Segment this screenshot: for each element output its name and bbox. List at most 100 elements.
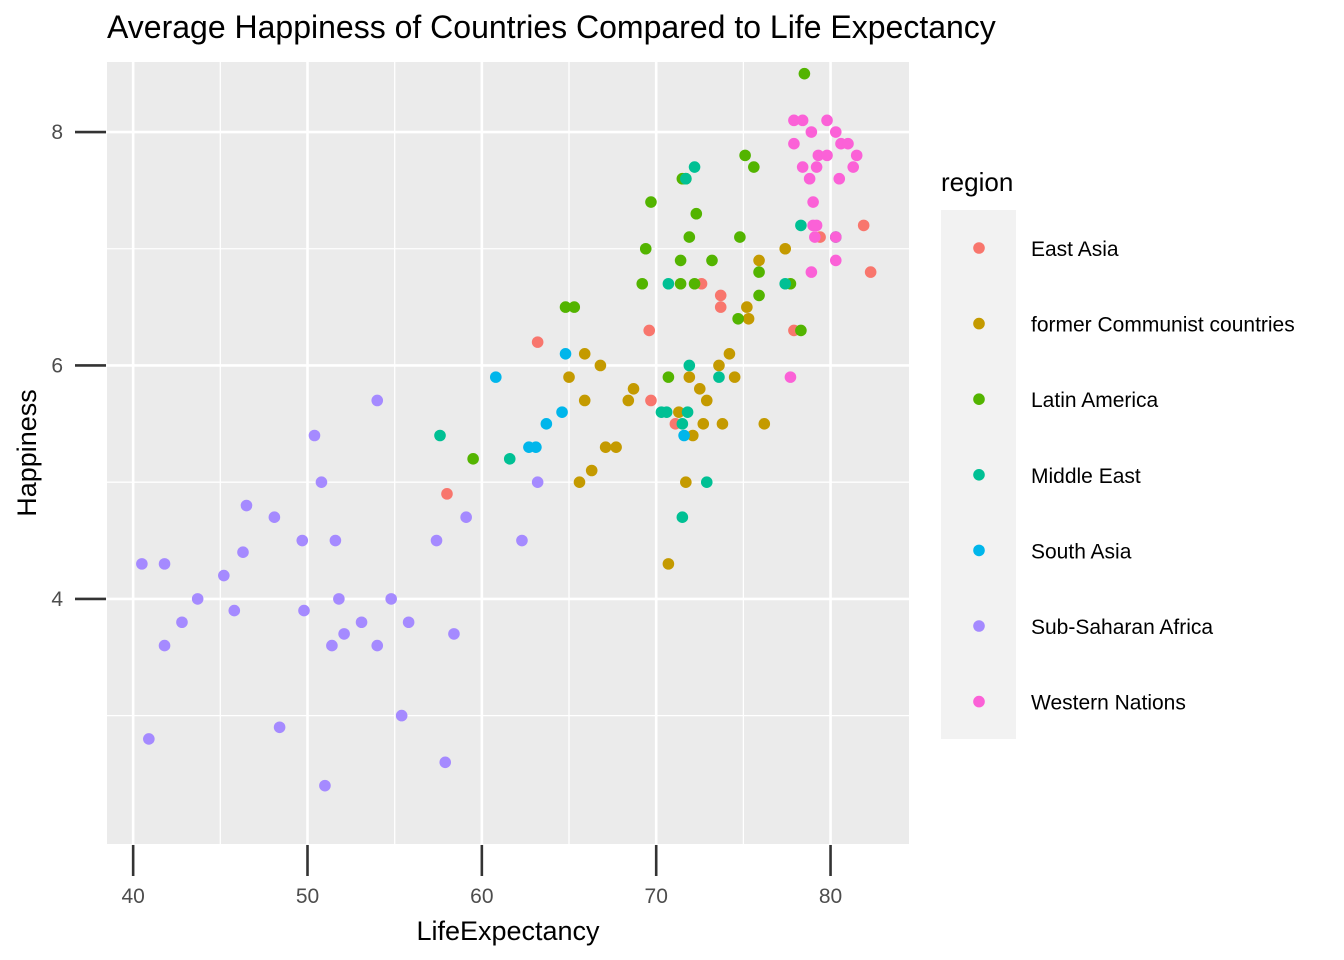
data-point xyxy=(326,639,338,652)
x-tick-label: 80 xyxy=(819,885,842,908)
data-point xyxy=(753,289,765,302)
data-point xyxy=(610,441,622,453)
data-point xyxy=(296,534,309,547)
data-point xyxy=(467,453,479,465)
y-tick-label: 8 xyxy=(51,121,63,144)
data-point xyxy=(833,172,846,185)
data-point xyxy=(371,394,384,407)
data-point xyxy=(798,67,811,80)
data-point xyxy=(732,312,744,325)
data-point xyxy=(158,639,171,652)
data-point xyxy=(676,418,689,430)
data-point xyxy=(540,418,553,430)
data-point xyxy=(136,558,148,570)
data-point xyxy=(796,161,809,173)
data-point xyxy=(779,242,792,255)
data-point xyxy=(807,196,819,208)
data-point xyxy=(688,277,701,290)
data-point xyxy=(573,476,586,488)
data-point xyxy=(784,371,797,383)
y-tick-label: 6 xyxy=(51,354,63,377)
data-point xyxy=(559,301,572,313)
data-point xyxy=(578,347,591,360)
legend-key xyxy=(973,242,985,254)
data-point xyxy=(662,371,675,383)
legend-title: region xyxy=(941,167,1013,197)
data-point xyxy=(693,383,706,395)
data-point xyxy=(338,628,350,640)
data-point xyxy=(355,616,368,629)
data-point xyxy=(739,149,751,162)
data-point xyxy=(847,161,860,173)
data-point xyxy=(728,371,741,383)
data-point xyxy=(568,301,581,313)
data-point xyxy=(385,593,397,605)
data-point xyxy=(662,277,675,290)
legend: region East Asia former Communist countri… xyxy=(941,167,1295,739)
legend-key xyxy=(973,544,985,557)
data-point xyxy=(795,324,807,337)
data-point xyxy=(779,277,792,290)
legend-label: Sub-Saharan Africa xyxy=(1031,616,1213,639)
data-point xyxy=(753,266,765,278)
data-point xyxy=(673,406,685,418)
data-point xyxy=(734,231,746,243)
grid-lines xyxy=(107,62,909,844)
data-point xyxy=(748,161,760,173)
x-tick-label: 50 xyxy=(296,885,319,908)
data-point xyxy=(237,546,249,559)
data-point xyxy=(622,394,635,407)
data-point xyxy=(448,628,460,640)
x-axis-title: LifeExpectancy xyxy=(416,916,600,946)
data-point xyxy=(578,394,591,407)
data-point xyxy=(371,639,384,652)
data-point xyxy=(402,616,415,629)
data-point xyxy=(683,371,696,383)
data-point xyxy=(714,301,727,313)
data-point xyxy=(531,476,544,488)
data-point xyxy=(585,464,598,477)
x-tick-label: 60 xyxy=(470,885,493,908)
data-point xyxy=(395,709,408,722)
data-point xyxy=(503,453,516,465)
data-point xyxy=(674,254,687,267)
data-point xyxy=(627,383,640,395)
data-point xyxy=(795,219,807,232)
data-point xyxy=(681,406,694,418)
data-point xyxy=(683,231,696,243)
plot-panel xyxy=(107,62,909,844)
data-point xyxy=(176,616,188,629)
data-point xyxy=(829,254,842,267)
y-axis-title: Happiness xyxy=(12,389,42,517)
data-point xyxy=(753,254,765,267)
data-point xyxy=(713,359,725,372)
legend-label: East Asia xyxy=(1031,238,1119,261)
data-point xyxy=(530,441,542,453)
legend-label: South Asia xyxy=(1031,540,1132,563)
data-point xyxy=(788,114,800,127)
data-point xyxy=(434,429,446,442)
data-point xyxy=(645,196,657,208)
data-point xyxy=(829,126,842,138)
x-tick-label: 70 xyxy=(645,885,668,908)
data-point xyxy=(298,604,310,617)
data-point xyxy=(678,429,690,442)
data-point xyxy=(680,172,692,185)
data-point xyxy=(559,347,572,360)
data-point xyxy=(714,289,727,302)
data-point xyxy=(829,231,842,243)
data-point xyxy=(796,114,809,127)
data-point xyxy=(700,394,713,407)
data-point xyxy=(430,534,443,547)
legend-key xyxy=(973,393,985,406)
data-point xyxy=(643,324,656,337)
data-point xyxy=(683,359,696,372)
legend-key xyxy=(973,620,985,632)
data-point xyxy=(556,406,568,418)
data-point xyxy=(662,558,675,570)
data-point xyxy=(680,476,692,488)
data-point xyxy=(850,149,863,162)
data-point xyxy=(240,499,253,512)
data-point xyxy=(660,406,673,418)
data-point xyxy=(639,242,652,255)
